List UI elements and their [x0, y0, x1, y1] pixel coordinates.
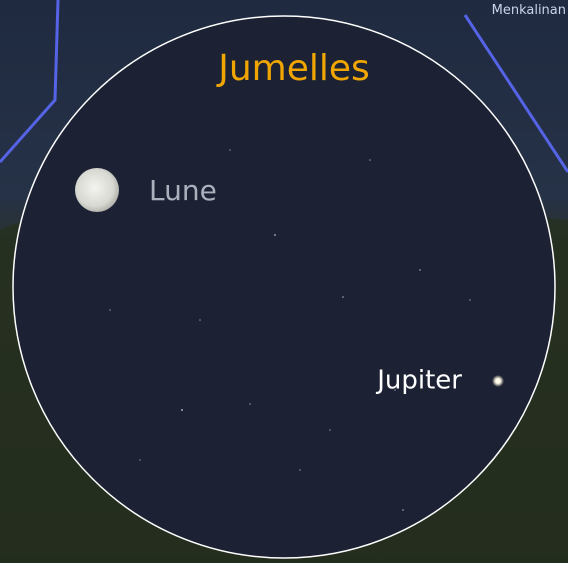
star-label: Menkalinan	[492, 3, 566, 18]
binocular-field	[13, 16, 555, 558]
sky-view: Menkalinan Jumelles Lune Jupiter	[0, 0, 568, 563]
moon	[75, 168, 119, 212]
object-label: Lune	[149, 174, 217, 207]
object-label: Jupiter	[375, 366, 462, 396]
view-title: Jumelles	[216, 48, 370, 89]
page: Menkalinan Jumelles Lune Jupiter (() => …	[0, 0, 568, 563]
jupiter	[492, 375, 504, 387]
